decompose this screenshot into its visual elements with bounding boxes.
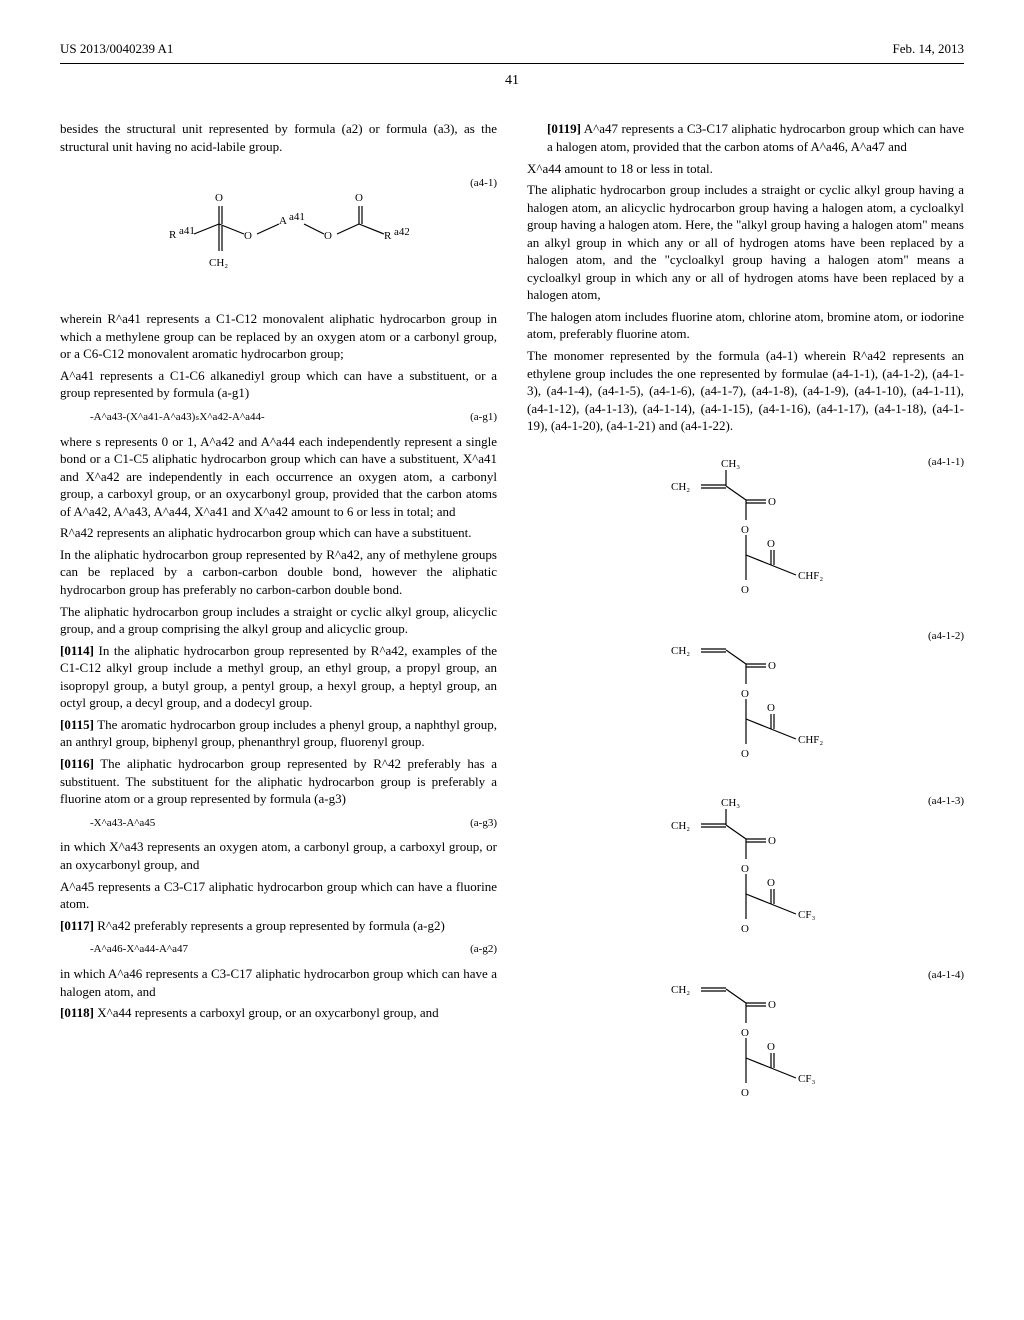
para-0114-text: In the aliphatic hydrocarbon group repre… (60, 643, 497, 711)
formula-ag3-text: -X^a43-A^a45 (90, 817, 155, 829)
content-columns: besides the structural unit represented … (60, 120, 964, 1132)
formula-ag2-text: -A^a46-X^a44-A^a47 (90, 943, 188, 955)
structure-a4-1-3: (a4-1-3) CH₂ CH₃ O O (527, 794, 964, 949)
svg-text:O: O (741, 923, 749, 935)
structure-a4-1-1: (a4-1-1) CH₂ CH₃ O O (527, 455, 964, 610)
svg-text:O: O (741, 1087, 749, 1099)
formula-ag2-label: (a-g2) (470, 942, 497, 957)
svg-text:O: O (741, 688, 749, 700)
svg-text:O: O (767, 702, 775, 714)
para-0115-text: The aromatic hydrocarbon group includes … (60, 717, 497, 750)
formula-a4-1: (a4-1) Ra41 O CH₂ O Aa41 O (60, 176, 497, 291)
structure-a4-1-2-label: (a4-1-2) (928, 629, 964, 644)
page-header: US 2013/0040239 A1 Feb. 14, 2013 (60, 40, 964, 64)
wherein-text: wherein R^a41 represents a C1-C12 monova… (60, 310, 497, 363)
formula-ag1-label: (a-g1) (470, 410, 497, 425)
svg-text:CF₃: CF₃ (798, 909, 815, 921)
para-0117-text: R^a42 preferably represents a group repr… (97, 918, 445, 933)
svg-text:CH₂: CH₂ (209, 257, 228, 269)
in-which-a46: in which A^a46 represents a C3-C17 aliph… (60, 965, 497, 1000)
svg-text:CH₂: CH₂ (671, 820, 690, 832)
svg-text:O: O (767, 1041, 775, 1053)
a41-def: A^a41 represents a C1-C6 alkanediyl grou… (60, 367, 497, 402)
svg-text:O: O (244, 230, 252, 242)
svg-text:O: O (767, 538, 775, 550)
formula-ag1: -A^a43-(X^a41-A^a43)ₛX^a42-A^a44- (a-g1) (90, 410, 497, 425)
para-0117-num: [0117] (60, 918, 94, 933)
svg-text:a41: a41 (289, 211, 305, 223)
para-0116-text: The aliphatic hydrocarbon group represen… (60, 756, 497, 806)
formula-a4-1-label: (a4-1) (470, 176, 497, 191)
where-s-text: where s represents 0 or 1, A^a42 and A^a… (60, 433, 497, 521)
para-0118-num: [0118] (60, 1005, 94, 1020)
svg-text:O: O (355, 192, 363, 204)
svg-text:O: O (741, 748, 749, 760)
svg-text:A: A (279, 215, 287, 227)
header-right: Feb. 14, 2013 (893, 40, 965, 58)
para-0115: [0115] The aromatic hydrocarbon group in… (60, 716, 497, 751)
para-0117: [0117] R^a42 preferably represents a gro… (60, 917, 497, 935)
structure-a4-1-1-label: (a4-1-1) (928, 455, 964, 470)
para-0118: [0118] X^a44 represents a carboxyl group… (60, 1004, 497, 1022)
para-0115-num: [0115] (60, 717, 94, 732)
aliphatic-right: The aliphatic hydrocarbon group includes… (527, 181, 964, 304)
para-0119-text: A^a47 represents a C3-C17 aliphatic hydr… (547, 121, 964, 154)
a45-text: A^a45 represents a C3-C17 aliphatic hydr… (60, 878, 497, 913)
svg-text:CH₂: CH₂ (671, 645, 690, 657)
svg-text:O: O (741, 584, 749, 596)
svg-text:a42: a42 (394, 226, 409, 238)
para-0116: [0116] The aliphatic hydrocarbon group r… (60, 755, 497, 808)
para-0114: [0114] In the aliphatic hydrocarbon grou… (60, 642, 497, 712)
svg-text:R: R (384, 230, 392, 242)
svg-text:O: O (768, 999, 776, 1011)
svg-text:O: O (215, 192, 223, 204)
svg-text:O: O (741, 863, 749, 875)
page-number: 41 (60, 72, 964, 91)
svg-text:O: O (741, 1027, 749, 1039)
svg-text:R: R (169, 229, 177, 241)
svg-text:CH₃: CH₃ (721, 797, 740, 809)
r42-text: R^a42 represents an aliphatic hydrocarbo… (60, 524, 497, 542)
svg-text:O: O (767, 877, 775, 889)
structure-a4-1-2: (a4-1-2) CH₂ O O O (527, 629, 964, 774)
svg-text:O: O (768, 660, 776, 672)
structure-a4-1-3-label: (a4-1-3) (928, 794, 964, 809)
aliphatic2-text: The aliphatic hydrocarbon group includes… (60, 603, 497, 638)
structure-a4-1: Ra41 O CH₂ O Aa41 O (60, 176, 497, 291)
svg-text:CF₃: CF₃ (798, 1073, 815, 1085)
para-0118-text: X^a44 represents a carboxyl group, or an… (97, 1005, 438, 1020)
svg-text:O: O (768, 835, 776, 847)
svg-text:CH₃: CH₃ (721, 458, 740, 470)
aliphatic1-text: In the aliphatic hydrocarbon group repre… (60, 546, 497, 599)
header-left: US 2013/0040239 A1 (60, 40, 173, 58)
formula-ag3-label: (a-g3) (470, 816, 497, 831)
x44-line: X^a44 amount to 18 or less in total. (527, 160, 964, 178)
para-0116-num: [0116] (60, 756, 94, 771)
formula-ag2: -A^a46-X^a44-A^a47 (a-g2) (90, 942, 497, 957)
svg-text:O: O (324, 230, 332, 242)
formula-ag3: -X^a43-A^a45 (a-g3) (90, 816, 497, 831)
svg-text:CHF₂: CHF₂ (798, 570, 823, 582)
formula-ag1-text: -A^a43-(X^a41-A^a43)ₛX^a42-A^a44- (90, 411, 265, 423)
para-0119-num: [0119] (547, 121, 581, 136)
svg-text:O: O (768, 496, 776, 508)
halogen-text: The halogen atom includes fluorine atom,… (527, 308, 964, 343)
intro-text: besides the structural unit represented … (60, 120, 497, 155)
monomer-text: The monomer represented by the formula (… (527, 347, 964, 435)
structure-a4-1-4-label: (a4-1-4) (928, 968, 964, 983)
para-0119: [0119] A^a47 represents a C3-C17 aliphat… (547, 120, 964, 155)
svg-text:CHF₂: CHF₂ (798, 734, 823, 746)
svg-text:O: O (741, 524, 749, 536)
svg-text:CH₂: CH₂ (671, 984, 690, 996)
in-which-x43: in which X^a43 represents an oxygen atom… (60, 838, 497, 873)
para-0114-num: [0114] (60, 643, 94, 658)
structure-a4-1-4: (a4-1-4) CH₂ O O O (527, 968, 964, 1113)
left-column: besides the structural unit represented … (60, 120, 497, 1132)
svg-text:a41: a41 (179, 225, 195, 237)
right-column: [0119] A^a47 represents a C3-C17 aliphat… (527, 120, 964, 1132)
svg-text:CH₂: CH₂ (671, 481, 690, 493)
